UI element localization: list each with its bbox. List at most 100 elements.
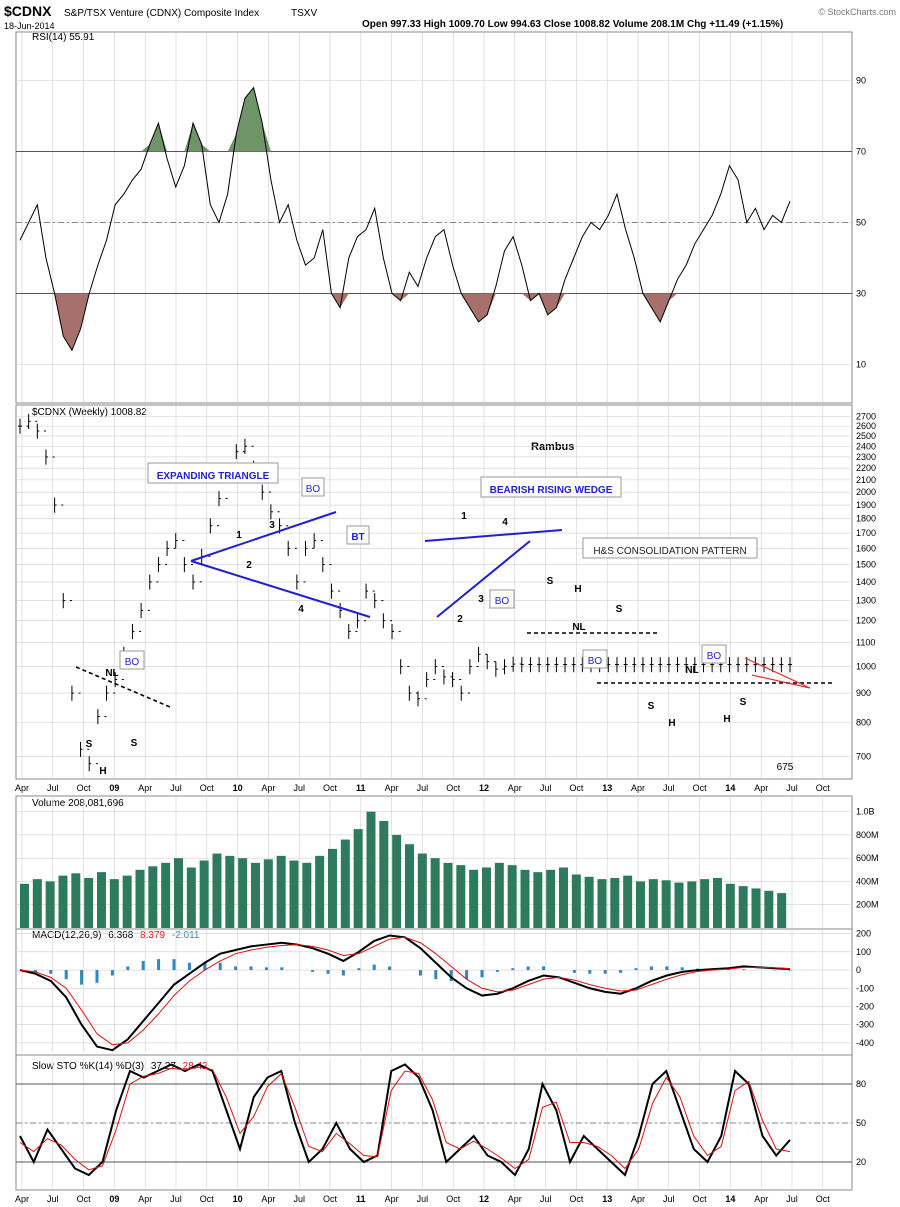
chart-exchange: TSXV <box>291 8 317 19</box>
bo-label-box <box>119 650 145 670</box>
rsi-panel <box>15 31 853 404</box>
y-tick-label: 200 <box>856 929 871 939</box>
x-tick-label: Apr <box>15 783 29 793</box>
macd-histogram-bar <box>788 970 792 971</box>
volume-bar <box>700 879 710 928</box>
y-tick-label: 1800 <box>856 514 876 524</box>
y-tick-label: -200 <box>856 1001 874 1011</box>
x-tick-label: Jul <box>786 783 798 793</box>
y-tick-label: 10 <box>856 360 866 370</box>
macd-histogram-bar <box>157 959 161 971</box>
x-tick-label: Oct <box>446 783 461 793</box>
macd-panel <box>15 928 853 1056</box>
volume-bar <box>764 890 774 928</box>
volume-bar <box>97 872 106 928</box>
macd-histogram-bar <box>264 967 268 971</box>
volume-bar <box>186 867 196 928</box>
grid-layer <box>16 33 852 1190</box>
volume-bar <box>340 839 350 928</box>
x-tick-label: 10 <box>233 1194 243 1204</box>
macd-histogram-bar <box>172 959 176 971</box>
expanding-triangle-upper-line <box>190 511 337 562</box>
macd-histogram-bar <box>649 966 653 971</box>
y-tick-label: 2600 <box>856 421 876 431</box>
falling-wedge-upper-line <box>744 657 811 689</box>
volume-bar <box>212 853 222 928</box>
head-label: H <box>668 718 675 729</box>
price-level-label: 675 <box>777 762 794 773</box>
macd-histogram-bar <box>187 962 191 971</box>
macd-legend-label: MACD(12,26,9) <box>32 930 101 941</box>
chart-symbol: $CDNX <box>4 3 52 19</box>
macd-histogram-bar <box>80 970 84 985</box>
wave-4-label: 4 <box>298 604 304 615</box>
volume-bar <box>661 880 671 928</box>
x-tick-label: Jul <box>293 1194 305 1204</box>
volume-bar <box>533 872 543 928</box>
y-tick-label: 600M <box>856 853 879 863</box>
macd-histogram-bar <box>49 970 53 974</box>
macd-histogram-bar <box>357 968 361 971</box>
x-tick-label: Oct <box>693 1194 708 1204</box>
y-tick-label: 700 <box>856 751 871 761</box>
wave-2-label: 2 <box>457 614 463 625</box>
chart-index-name: S&P/TSX Venture (CDNX) Composite Index <box>64 8 259 19</box>
macd-histogram-bar <box>126 966 130 971</box>
shoulder-label: S <box>547 576 554 587</box>
x-tick-label: 13 <box>602 1194 612 1204</box>
volume-bar <box>58 875 68 928</box>
volume-bar <box>148 866 158 928</box>
macd-histogram-bar <box>234 966 238 971</box>
x-tick-label: Jul <box>293 783 305 793</box>
x-tick-label: Apr <box>754 783 768 793</box>
x-tick-label: Apr <box>754 1194 768 1204</box>
x-tick-label: Apr <box>631 1194 645 1204</box>
volume-bar <box>135 869 145 928</box>
volume-bar <box>559 867 568 928</box>
shoulder-label: S <box>740 697 747 708</box>
chart-date: 18-Jun-2014 <box>4 21 55 31</box>
macd-histogram-bar <box>203 962 207 971</box>
bearish-rising-wedge-label: BEARISH RISING WEDGE <box>490 485 613 496</box>
volume-bar <box>353 829 363 928</box>
volume-bar <box>443 862 453 928</box>
expanding-triangle-label: EXPANDING TRIANGLE <box>157 471 270 482</box>
volume-bar <box>687 881 697 928</box>
macd-histogram-bar <box>372 964 376 971</box>
y-tick-label: 50 <box>856 1118 866 1128</box>
x-tick-label: Jul <box>47 783 59 793</box>
macd-histogram-bar <box>110 970 114 976</box>
macd-histogram-bar <box>311 970 315 972</box>
bo-label: BO <box>495 596 510 607</box>
macd-histogram-bar <box>511 968 515 971</box>
y-tick-label: 1100 <box>856 638 875 648</box>
stochastic-panel <box>15 1054 853 1191</box>
macd-line <box>19 934 791 1052</box>
price-panel <box>15 404 853 780</box>
y-tick-label: 1600 <box>856 543 876 553</box>
volume-bar <box>430 858 440 928</box>
rising-wedge-lower-line <box>436 540 531 618</box>
head-label: H <box>723 714 730 725</box>
x-tick-label: Jul <box>170 783 182 793</box>
macd-histogram-bar <box>572 970 576 973</box>
volume-bar <box>777 893 787 928</box>
x-tick-label: Oct <box>77 1194 92 1204</box>
y-tick-label: 1900 <box>856 500 876 510</box>
volume-bar <box>302 862 312 928</box>
volume-bar <box>584 876 594 928</box>
x-tick-label: Apr <box>385 1194 399 1204</box>
macd-histogram-bar <box>341 970 345 976</box>
x-tick-label: Oct <box>569 783 584 793</box>
y-tick-label: 100 <box>856 947 871 957</box>
volume-bar <box>751 888 761 928</box>
bo-label: BO <box>707 651 722 662</box>
volume-bar <box>238 858 248 928</box>
volume-bar <box>507 865 517 928</box>
volume-bar <box>122 875 132 928</box>
ohlc-readout: Open 997.33 High 1009.70 Low 994.63 Clos… <box>362 19 783 30</box>
volume-bar <box>738 886 748 928</box>
volume-bar <box>161 862 171 928</box>
y-tick-label: 2100 <box>856 475 876 485</box>
